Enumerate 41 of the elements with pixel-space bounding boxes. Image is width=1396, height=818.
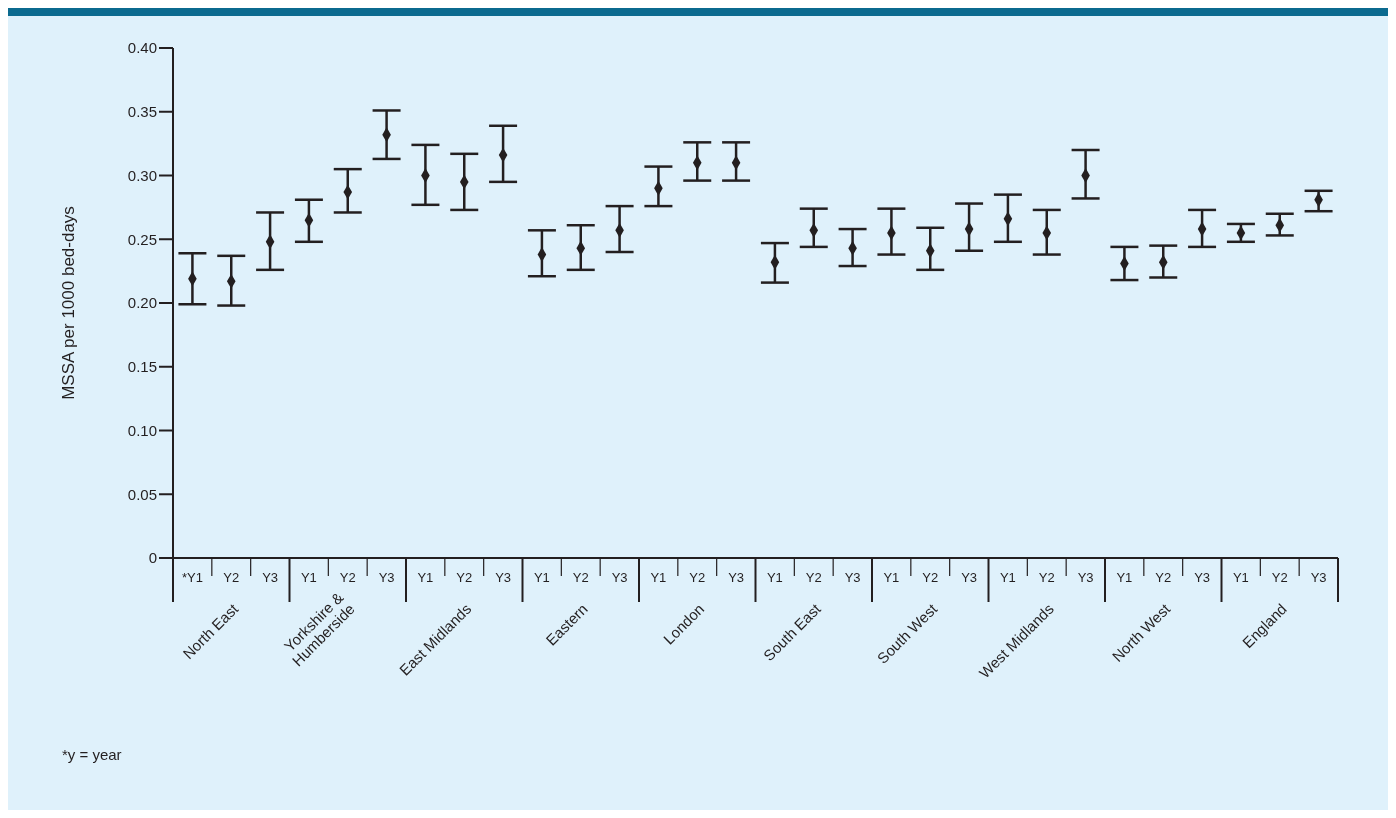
x-tick-label: Y1 [417,570,434,585]
y-tick-label: 0.35 [127,103,157,121]
x-tick-label: Y3 [844,570,861,585]
y-tick-label: 0.20 [127,294,157,312]
x-tick-label: Y2 [339,570,356,585]
x-tick-label: Y3 [495,570,512,585]
x-tick-label: Y1 [1116,570,1133,585]
y-axis-title: MSSA per 1000 bed-days [59,206,79,400]
x-tick-label: Y1 [650,570,667,585]
x-tick-label: Y2 [223,570,240,585]
y-tick-label: 0.05 [127,485,157,503]
x-tick-label: Y3 [1194,570,1211,585]
x-tick-label: Y1 [1232,570,1249,585]
x-tick-label: Y2 [1271,570,1288,585]
x-tick-label: Y3 [611,570,628,585]
x-tick-label: Y2 [456,570,473,585]
text: *y = year [62,746,122,763]
x-tick-label: Y2 [572,570,589,585]
x-tick-label: Y1 [766,570,783,585]
x-tick-label: Y1 [533,570,550,585]
y-tick-label: 0.15 [127,358,157,376]
x-tick-label: Y2 [1038,570,1055,585]
y-tick-label: 0.25 [127,230,157,248]
x-tick-label: *Y1 [181,570,203,585]
x-tick-label: Y2 [805,570,822,585]
x-tick-label: Y2 [922,570,939,585]
y-tick-label: 0 [148,549,157,567]
x-tick-label: Y3 [961,570,978,585]
y-tick-label: 0.10 [127,421,157,439]
x-tick-label: Y3 [378,570,395,585]
x-tick-label: Y3 [262,570,279,585]
x-tick-label: Y2 [1155,570,1172,585]
y-tick-label: 0.40 [127,39,157,57]
x-tick-label: Y1 [883,570,900,585]
x-tick-label: Y1 [300,570,317,585]
x-tick-label: Y2 [689,570,706,585]
x-tick-label: Y3 [728,570,745,585]
x-tick-label: Y3 [1310,570,1327,585]
x-tick-label: Y1 [999,570,1016,585]
y-tick-label: 0.30 [127,166,157,184]
x-tick-label: Y3 [1077,570,1094,585]
